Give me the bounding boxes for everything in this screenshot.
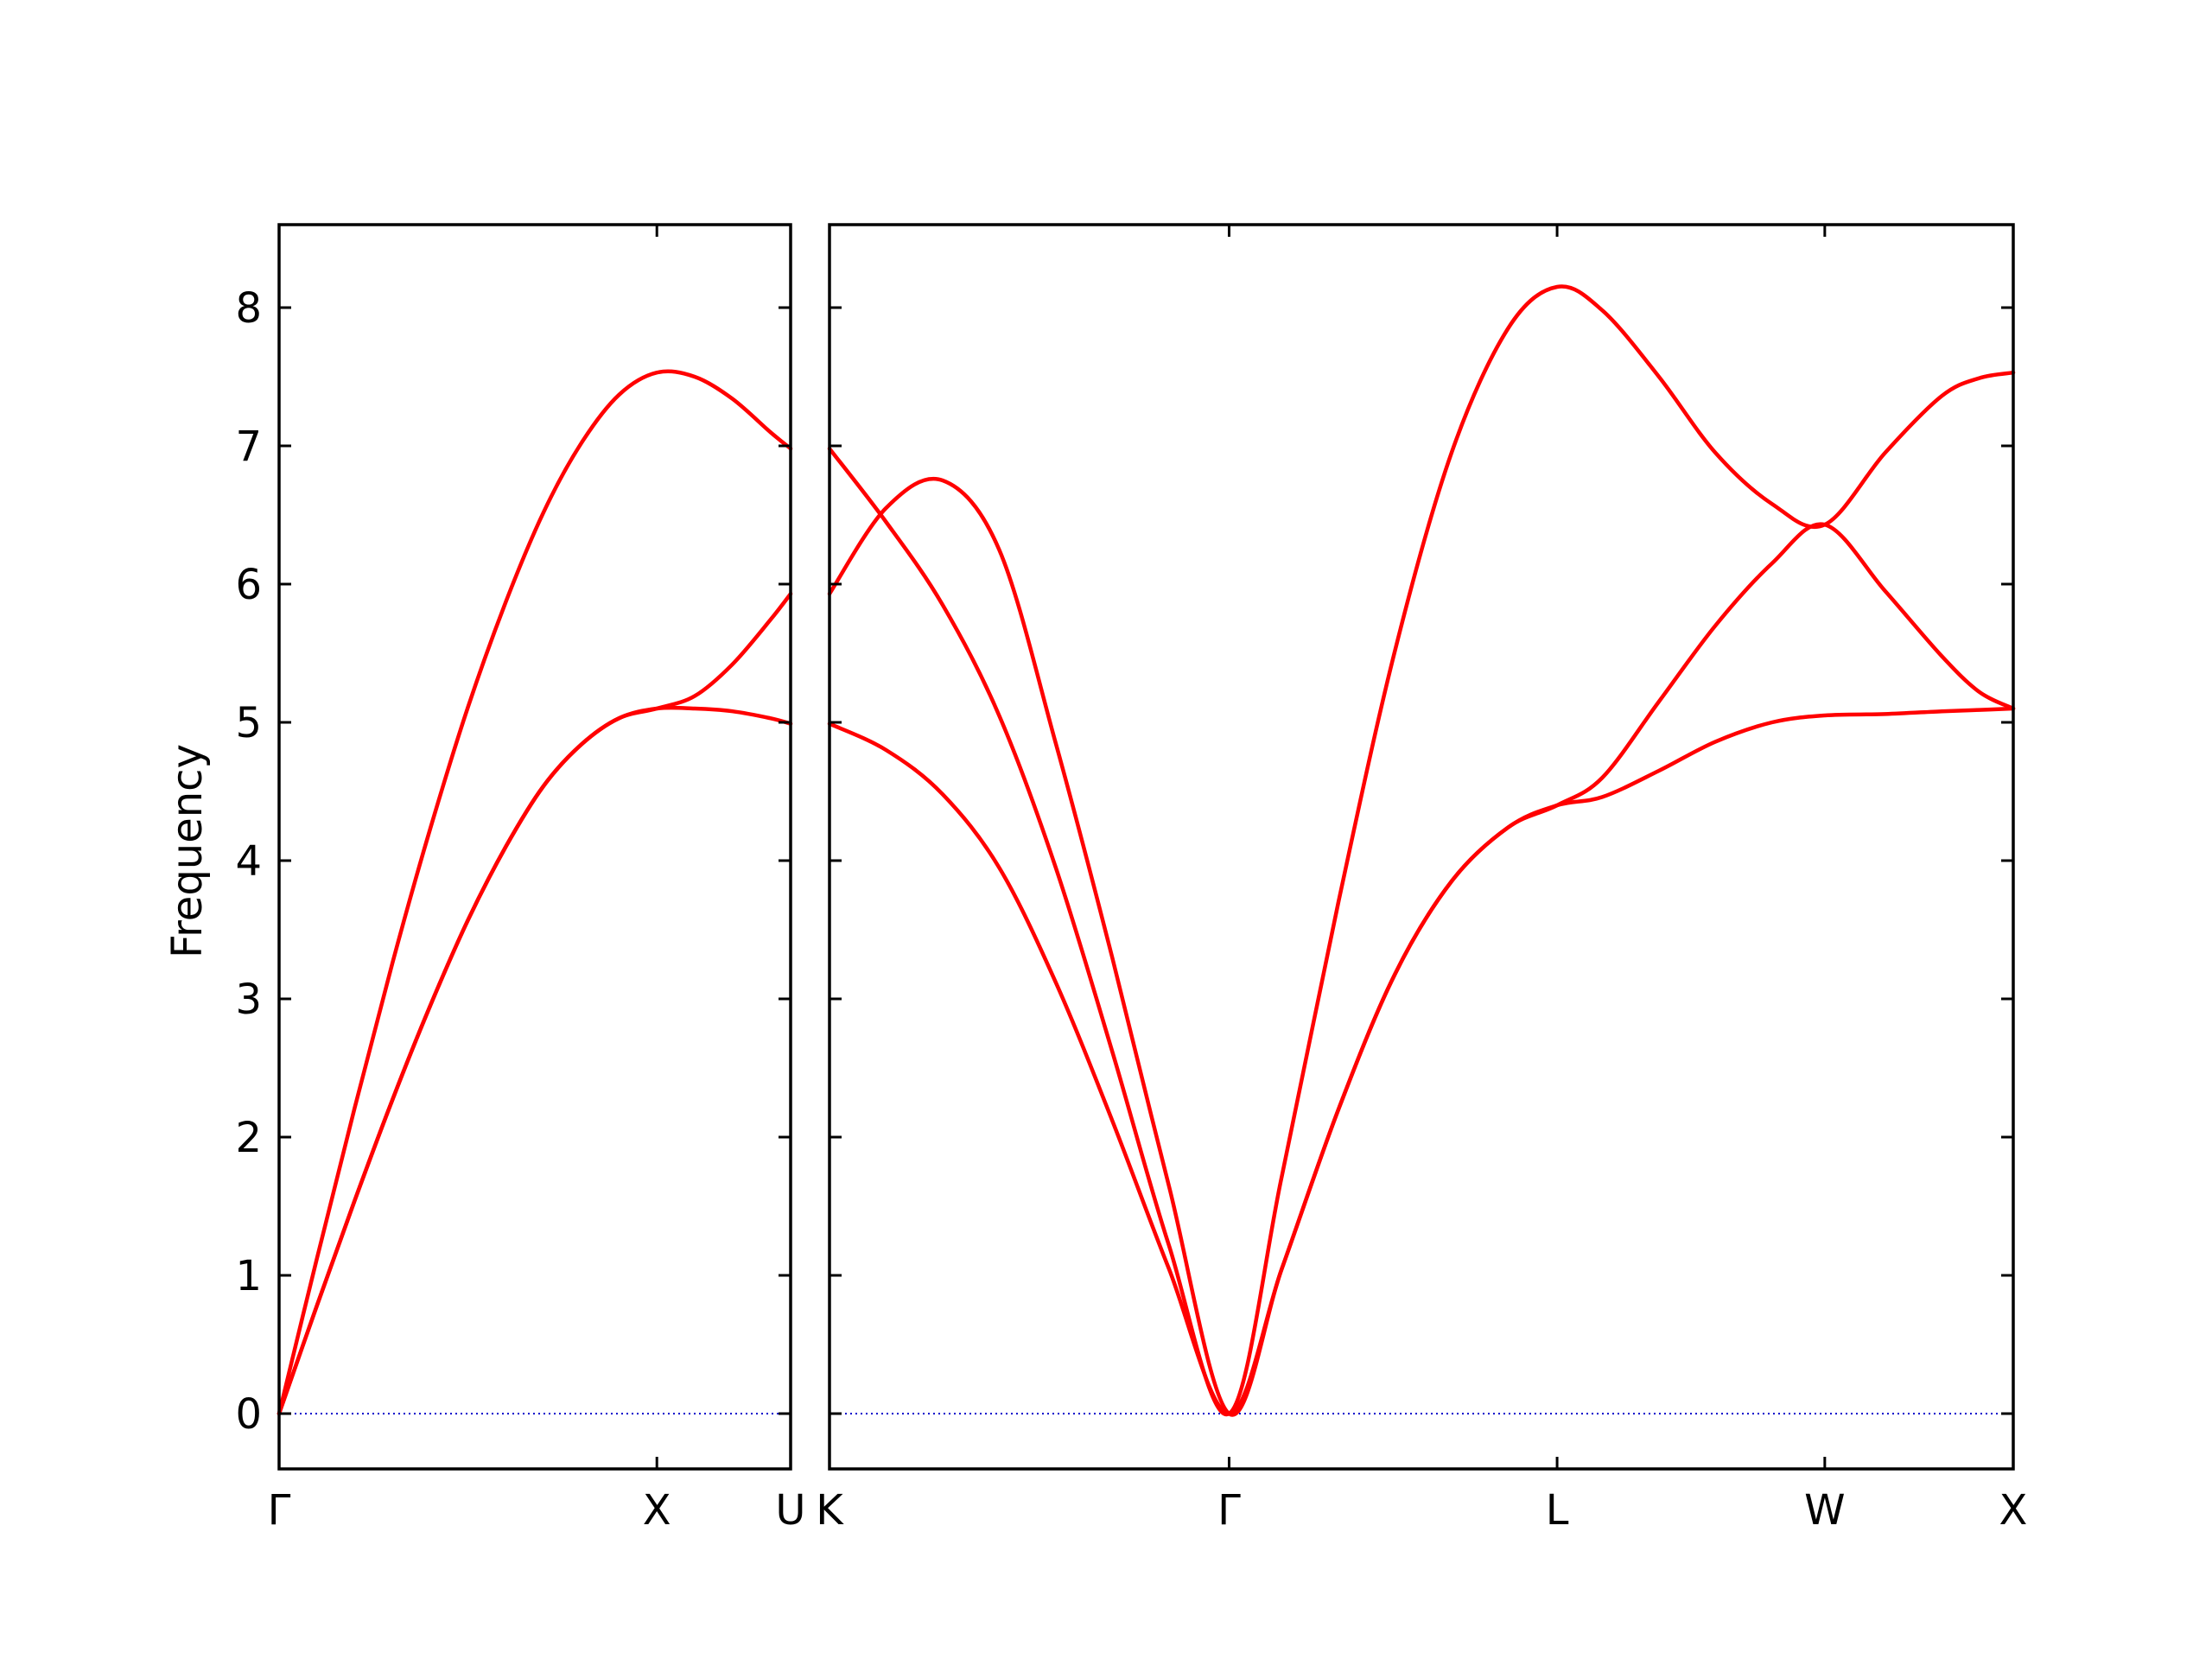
y-tick-label: 2 bbox=[235, 1114, 262, 1162]
y-tick-label: 1 bbox=[235, 1252, 262, 1300]
band-left-1 bbox=[276, 369, 793, 1416]
y-tick-label: 0 bbox=[235, 1390, 262, 1439]
x-tick-label: U bbox=[775, 1486, 805, 1535]
x-tick-label: Γ bbox=[1217, 1486, 1241, 1535]
x-tick-label: X bbox=[1999, 1486, 2028, 1535]
panel-frame bbox=[277, 223, 792, 1471]
band-right-3 bbox=[827, 706, 2016, 1416]
band-right-1 bbox=[827, 284, 2016, 1417]
y-tick-label: 4 bbox=[235, 837, 262, 886]
y-tick-label: 5 bbox=[235, 699, 262, 747]
panel-frame bbox=[828, 223, 2015, 1471]
y-axis-label: Frequency bbox=[163, 744, 212, 958]
y-tick-label: 8 bbox=[235, 284, 262, 333]
y-tick-label: 3 bbox=[235, 976, 262, 1024]
y-tick-label: 7 bbox=[235, 423, 262, 471]
panel-left: 0 1 2 3 4 5 6 7 8 Γ X U bbox=[235, 223, 806, 1535]
y-tick-label: 6 bbox=[235, 561, 262, 609]
band-left-3 bbox=[276, 705, 793, 1416]
x-tick-label: K bbox=[816, 1486, 844, 1535]
x-tick-label: Γ bbox=[268, 1486, 291, 1535]
chart-panels: 0 1 2 3 4 5 6 7 8 Γ X U K Γ L W X bbox=[235, 223, 2028, 1535]
x-tick-label: W bbox=[1804, 1486, 1845, 1535]
x-tick-label: X bbox=[643, 1486, 671, 1535]
x-tick-label: L bbox=[1546, 1486, 1569, 1535]
